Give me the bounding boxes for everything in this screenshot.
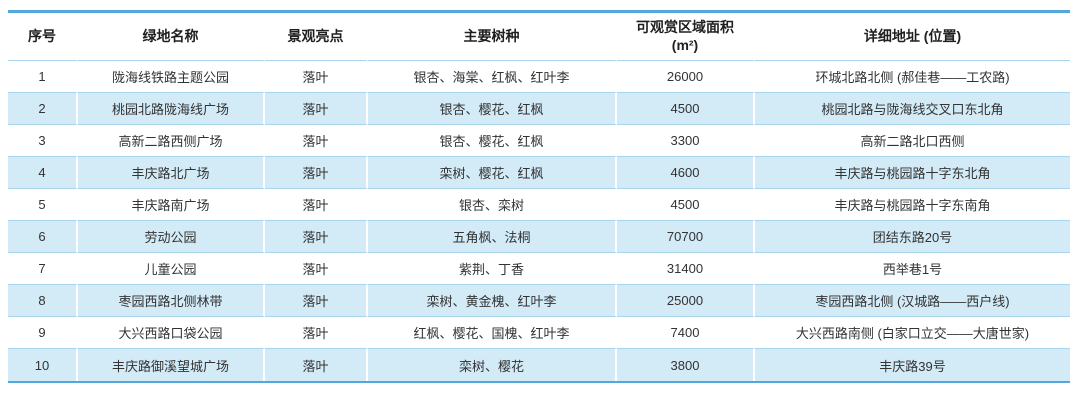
cell-address: 大兴西路南侧 (白家口立交——大唐世家) <box>755 317 1070 349</box>
col-header-label: 序号 <box>28 27 56 44</box>
table-row: 3 高新二路西侧广场 落叶 银杏、樱花、红枫 3300 高新二路北口西侧 <box>8 125 1070 157</box>
cell-trees: 银杏、栾树 <box>368 189 617 221</box>
col-header-area: 可观赏区域面积 (m²) <box>617 13 755 61</box>
cell-area: 70700 <box>617 221 755 253</box>
table-row: 10 丰庆路御溪望城广场 落叶 栾树、樱花 3800 丰庆路39号 <box>8 349 1070 381</box>
col-header-unit: (m²) <box>671 36 699 53</box>
cell-highlight: 落叶 <box>265 317 368 349</box>
cell-trees: 银杏、樱花、红枫 <box>368 93 617 125</box>
cell-highlight: 落叶 <box>265 189 368 221</box>
cell-trees: 紫荆、丁香 <box>368 253 617 285</box>
cell-highlight: 落叶 <box>265 349 368 381</box>
cell-highlight: 落叶 <box>265 125 368 157</box>
cell-name: 丰庆路御溪望城广场 <box>78 349 265 381</box>
col-header-index: 序号 <box>8 13 78 61</box>
cell-trees: 栾树、樱花 <box>368 349 617 381</box>
col-header-label: 景观亮点 <box>287 27 344 44</box>
cell-area: 3800 <box>617 349 755 381</box>
col-header-label: 详细地址 (位置) <box>863 27 962 44</box>
table-row: 8 枣园西路北侧林带 落叶 栾树、黄金槐、红叶李 25000 枣园西路北侧 (汉城路——西… <box>8 285 1070 317</box>
cell-highlight: 落叶 <box>265 221 368 253</box>
cell-area: 4500 <box>617 189 755 221</box>
table-row: 2 桃园北路陇海线广场 落叶 银杏、樱花、红枫 4500 桃园北路与陇海线交叉口东北角 <box>8 93 1070 125</box>
table-row: 1 陇海线铁路主题公园 落叶 银杏、海棠、红枫、红叶李 26000 环城北路北侧 (郝佳巷… <box>8 61 1070 93</box>
cell-address: 丰庆路与桃园路十字东南角 <box>755 189 1070 221</box>
cell-name: 枣园西路北侧林带 <box>78 285 265 317</box>
cell-highlight: 落叶 <box>265 61 368 93</box>
cell-highlight: 落叶 <box>265 157 368 189</box>
cell-address: 团结东路20号 <box>755 221 1070 253</box>
cell-trees: 银杏、樱花、红枫 <box>368 125 617 157</box>
cell-area: 3300 <box>617 125 755 157</box>
table-row: 4 丰庆路北广场 落叶 栾树、樱花、红枫 4600 丰庆路与桃园路十字东北角 <box>8 157 1070 189</box>
col-header-name: 绿地名称 <box>78 13 265 61</box>
col-header-label: 可观赏区域面积 <box>636 19 734 35</box>
cell-name: 丰庆路北广场 <box>78 157 265 189</box>
cell-name: 丰庆路南广场 <box>78 189 265 221</box>
cell-address: 西举巷1号 <box>755 253 1070 285</box>
cell-address: 高新二路北口西侧 <box>755 125 1070 157</box>
cell-address: 桃园北路与陇海线交叉口东北角 <box>755 93 1070 125</box>
cell-name: 高新二路西侧广场 <box>78 125 265 157</box>
cell-highlight: 落叶 <box>265 253 368 285</box>
cell-trees: 栾树、樱花、红枫 <box>368 157 617 189</box>
table-header: 序号 绿地名称 景观亮点 主要树种 可观赏区域面积 (m²) 详细地址 (位置) <box>8 13 1070 61</box>
cell-area: 25000 <box>617 285 755 317</box>
cell-no: 8 <box>8 285 78 317</box>
cell-address: 枣园西路北侧 (汉城路——西户线) <box>755 285 1070 317</box>
cell-area: 7400 <box>617 317 755 349</box>
cell-no: 3 <box>8 125 78 157</box>
table-row: 6 劳动公园 落叶 五角枫、法桐 70700 团结东路20号 <box>8 221 1070 253</box>
cell-no: 10 <box>8 349 78 381</box>
header-row: 序号 绿地名称 景观亮点 主要树种 可观赏区域面积 (m²) 详细地址 (位置) <box>8 13 1070 61</box>
cell-name: 儿童公园 <box>78 253 265 285</box>
cell-trees: 银杏、海棠、红枫、红叶李 <box>368 61 617 93</box>
cell-no: 6 <box>8 221 78 253</box>
table-row: 5 丰庆路南广场 落叶 银杏、栾树 4500 丰庆路与桃园路十字东南角 <box>8 189 1070 221</box>
cell-no: 4 <box>8 157 78 189</box>
table-body: 1 陇海线铁路主题公园 落叶 银杏、海棠、红枫、红叶李 26000 环城北路北侧 (郝佳巷… <box>8 61 1070 381</box>
cell-no: 1 <box>8 61 78 93</box>
col-header-label: 主要树种 <box>463 27 520 44</box>
cell-area: 4500 <box>617 93 755 125</box>
cell-no: 5 <box>8 189 78 221</box>
cell-name: 桃园北路陇海线广场 <box>78 93 265 125</box>
cell-area: 4600 <box>617 157 755 189</box>
cell-trees: 栾树、黄金槐、红叶李 <box>368 285 617 317</box>
cell-no: 9 <box>8 317 78 349</box>
col-header-trees: 主要树种 <box>368 13 617 61</box>
cell-highlight: 落叶 <box>265 285 368 317</box>
col-header-label: 绿地名称 <box>142 27 199 44</box>
cell-trees: 五角枫、法桐 <box>368 221 617 253</box>
cell-address: 环城北路北侧 (郝佳巷——工农路) <box>755 61 1070 93</box>
cell-area: 26000 <box>617 61 755 93</box>
cell-highlight: 落叶 <box>265 93 368 125</box>
col-header-highlight: 景观亮点 <box>265 13 368 61</box>
cell-trees: 红枫、樱花、国槐、红叶李 <box>368 317 617 349</box>
green-space-table: 序号 绿地名称 景观亮点 主要树种 可观赏区域面积 (m²) 详细地址 (位置) 1 陇海线铁… <box>8 13 1070 381</box>
cell-address: 丰庆路39号 <box>755 349 1070 381</box>
cell-no: 2 <box>8 93 78 125</box>
cell-name: 大兴西路口袋公园 <box>78 317 265 349</box>
cell-address: 丰庆路与桃园路十字东北角 <box>755 157 1070 189</box>
green-space-table-container: 序号 绿地名称 景观亮点 主要树种 可观赏区域面积 (m²) 详细地址 (位置) 1 陇海线铁… <box>8 10 1070 383</box>
col-header-address: 详细地址 (位置) <box>755 13 1070 61</box>
cell-name: 劳动公园 <box>78 221 265 253</box>
cell-area: 31400 <box>617 253 755 285</box>
table-row: 9 大兴西路口袋公园 落叶 红枫、樱花、国槐、红叶李 7400 大兴西路南侧 (白家口立交… <box>8 317 1070 349</box>
cell-no: 7 <box>8 253 78 285</box>
cell-name: 陇海线铁路主题公园 <box>78 61 265 93</box>
table-row: 7 儿童公园 落叶 紫荆、丁香 31400 西举巷1号 <box>8 253 1070 285</box>
